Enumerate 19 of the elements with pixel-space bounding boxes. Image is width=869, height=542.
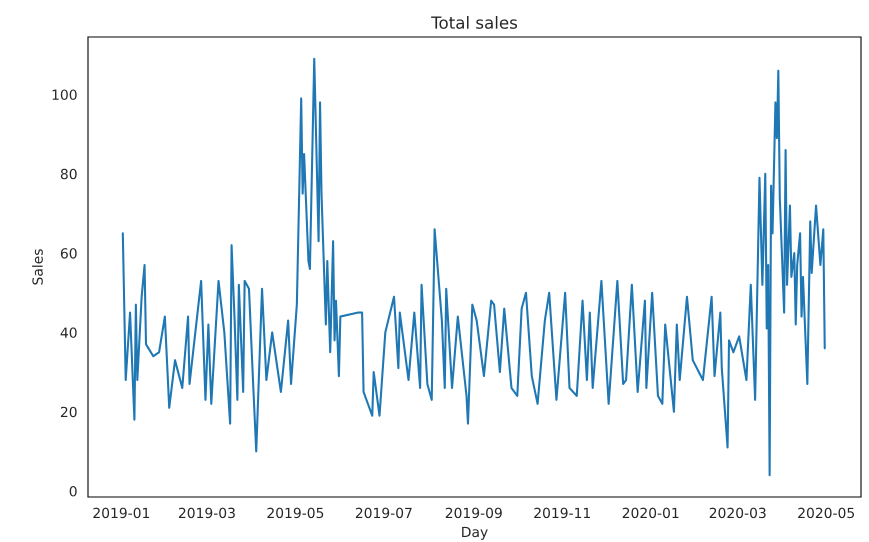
x-tick-label: 2019-01 [93, 508, 150, 518]
y-axis-title: Sales [32, 249, 43, 285]
x-axis-title: Day [462, 526, 488, 540]
x-tick-label: 2020-01 [622, 508, 678, 518]
x-tick-label: 2019-07 [356, 508, 412, 518]
y-tick-label: 0 [70, 486, 77, 497]
y-tick-label: 60 [60, 248, 77, 259]
chart-title: Total sales [431, 16, 518, 29]
x-tick-label: 2019-03 [178, 508, 235, 518]
x-tick-label: 2020-05 [798, 508, 854, 518]
line-series [122, 58, 826, 476]
y-tick-label: 20 [60, 406, 77, 418]
x-tick-label: 2019-09 [446, 508, 502, 518]
y-tick-label: 100 [52, 89, 77, 100]
y-tick-label: 40 [60, 327, 77, 338]
y-tick-label: 80 [60, 168, 77, 180]
x-tick-label: 2019-11 [534, 508, 590, 518]
x-tick-label: 2020-03 [710, 508, 766, 518]
x-tick-label: 2019-05 [267, 508, 324, 518]
